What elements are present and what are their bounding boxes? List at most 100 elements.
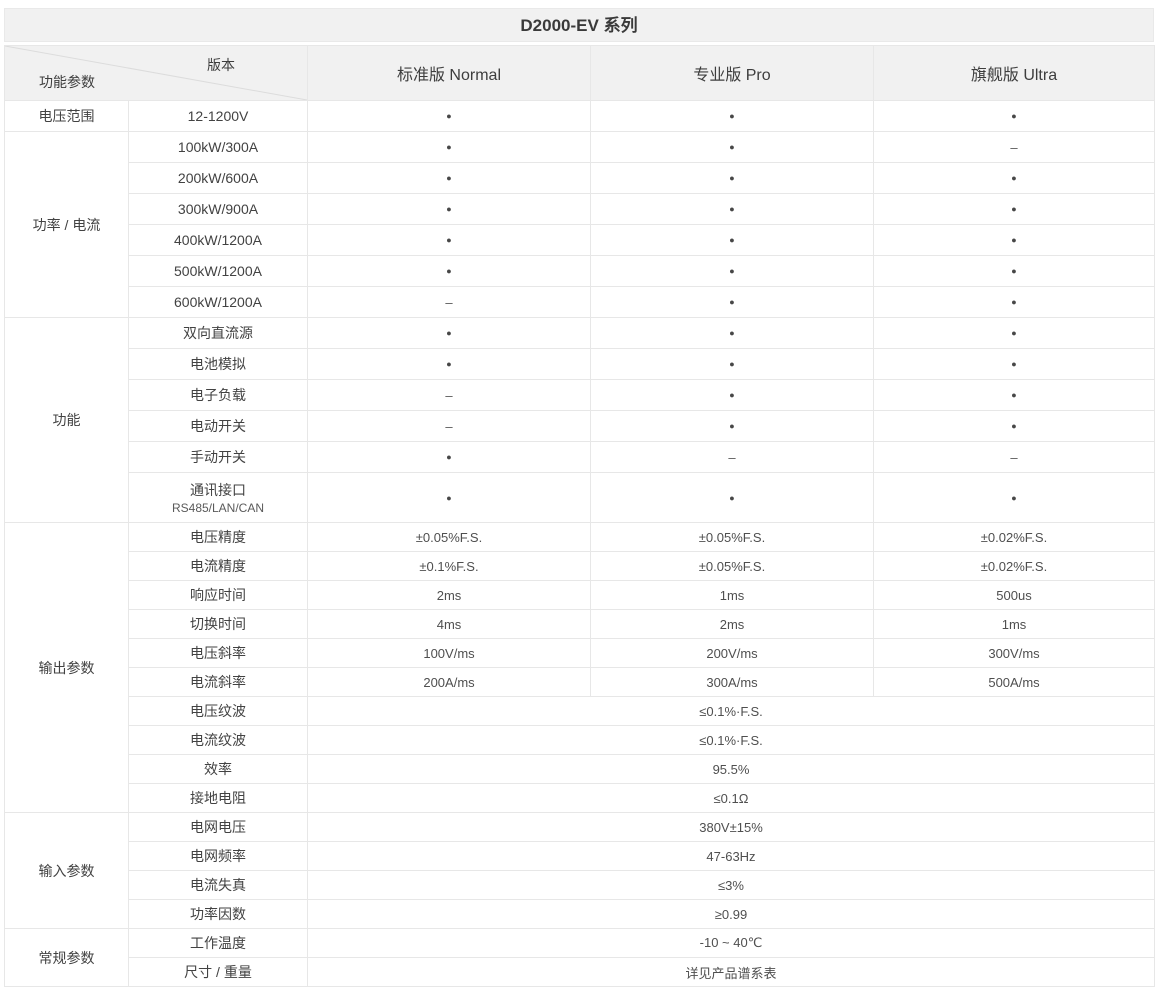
feature-dot-cell: ●: [873, 348, 1155, 380]
table-row: 电流纹波 ≤0.1%·F.S.: [5, 725, 1155, 755]
value-cell: 500us: [873, 580, 1155, 610]
table-row: 通讯接口 RS485/LAN/CAN ● ● ●: [5, 472, 1155, 523]
table-title: D2000-EV 系列: [4, 8, 1154, 42]
table-row: 响应时间 2ms 1ms 500us: [5, 580, 1155, 610]
value-cell: ±0.05%F.S.: [307, 522, 591, 552]
table-header: 版本 功能参数 标准版 Normal 专业版 Pro 旗舰版 Ultra: [4, 45, 1155, 101]
param-label-cell: 600kW/1200A: [128, 286, 308, 318]
table-row: 手动开关 ● – –: [5, 441, 1155, 473]
feature-dot-cell: ●: [307, 255, 591, 287]
feature-dash-cell: –: [873, 441, 1155, 473]
spec-table: 版本 功能参数 标准版 Normal 专业版 Pro 旗舰版 Ultra 电压范…: [4, 45, 1155, 987]
param-label-cell: 电压斜率: [128, 638, 308, 668]
value-cell-spanning: -10 ~ 40℃: [307, 928, 1155, 958]
value-cell: 100V/ms: [307, 638, 591, 668]
value-cell: 200A/ms: [307, 667, 591, 697]
feature-dot-cell: ●: [307, 131, 591, 163]
value-cell: 4ms: [307, 609, 591, 639]
value-cell: ±0.05%F.S.: [590, 551, 874, 581]
group-label-cell: 输出参数: [4, 522, 129, 813]
table-row: 输入参数 电网电压 380V±15%: [4, 812, 1155, 929]
feature-dot-cell: ●: [307, 441, 591, 473]
param-label-cell: 功率因数: [128, 899, 308, 929]
feature-dot-cell: ●: [590, 193, 874, 225]
feature-dot-cell: ●: [873, 224, 1155, 256]
param-label-cell: 200kW/600A: [128, 162, 308, 194]
value-cell-spanning: 95.5%: [307, 754, 1155, 784]
table-row: 电网频率 47-63Hz: [5, 841, 1155, 871]
feature-dot-cell: ●: [307, 472, 591, 523]
feature-dash-cell: –: [307, 286, 591, 318]
value-cell: ±0.02%F.S.: [873, 522, 1155, 552]
table-row: 500kW/1200A ● ● ●: [5, 255, 1155, 287]
feature-dot-cell: ●: [590, 100, 874, 132]
table-row: 功能 双向直流源 ● ● ●: [4, 317, 1155, 523]
table-row: 效率 95.5%: [5, 754, 1155, 784]
feature-dot-cell: ●: [590, 410, 874, 442]
value-cell: 2ms: [307, 580, 591, 610]
feature-dot-cell: ●: [307, 224, 591, 256]
feature-dot-cell: ●: [873, 410, 1155, 442]
feature-dot-cell: ●: [590, 131, 874, 163]
value-cell: 500A/ms: [873, 667, 1155, 697]
feature-dash-cell: –: [307, 410, 591, 442]
feature-dot-cell: ●: [590, 317, 874, 349]
feature-dot-cell: ●: [307, 348, 591, 380]
feature-dot-cell: ●: [590, 472, 874, 523]
value-cell: 1ms: [873, 609, 1155, 639]
table-row: 功率 / 电流 100kW/300A ● ● –: [4, 131, 1155, 318]
table-row: 电流精度 ±0.1%F.S. ±0.05%F.S. ±0.02%F.S.: [5, 551, 1155, 581]
table-row: 电子负载 – ● ●: [5, 379, 1155, 411]
group-label-cell: 输入参数: [4, 812, 129, 929]
feature-dash-cell: –: [590, 441, 874, 473]
param-label-cell: 尺寸 / 重量: [128, 957, 308, 987]
param-label-cell: 100kW/300A: [128, 131, 308, 163]
feature-dot-cell: ●: [873, 100, 1155, 132]
table-row: 电压斜率 100V/ms 200V/ms 300V/ms: [5, 638, 1155, 668]
value-cell-spanning: ≤3%: [307, 870, 1155, 900]
corner-label-parameters: 功能参数: [39, 74, 95, 90]
table-row: 功率因数 ≥0.99: [5, 899, 1155, 929]
diagonal-divider-line: [5, 46, 307, 100]
table-row: 电压纹波 ≤0.1%·F.S.: [5, 696, 1155, 726]
param-label-cell: 电流精度: [128, 551, 308, 581]
feature-dot-cell: ●: [590, 379, 874, 411]
spec-table-container: D2000-EV 系列 版本 功能参数 标准版 Normal 专业版 Pro 旗…: [4, 8, 1155, 987]
column-header-pro: 专业版 Pro: [590, 45, 874, 101]
value-cell-spanning: 380V±15%: [307, 812, 1155, 842]
value-cell-spanning: ≥0.99: [307, 899, 1155, 929]
feature-dot-cell: ●: [307, 317, 591, 349]
column-header-normal: 标准版 Normal: [307, 45, 591, 101]
param-label-cell: 300kW/900A: [128, 193, 308, 225]
table-row: 电流斜率 200A/ms 300A/ms 500A/ms: [5, 667, 1155, 697]
param-label-cell: 400kW/1200A: [128, 224, 308, 256]
table-row: 接地电阻 ≤0.1Ω: [5, 783, 1155, 813]
value-cell: 300A/ms: [590, 667, 874, 697]
group-label-cell: 功率 / 电流: [4, 131, 129, 318]
value-cell: ±0.1%F.S.: [307, 551, 591, 581]
param-label-cell: 电流失真: [128, 870, 308, 900]
table-row: 常规参数 工作温度 -10 ~ 40℃: [4, 928, 1155, 987]
feature-dot-cell: ●: [307, 100, 591, 132]
param-label-cell: 切换时间: [128, 609, 308, 639]
group-label-cell: 电压范围: [4, 100, 129, 132]
feature-dash-cell: –: [873, 131, 1155, 163]
value-cell-spanning: ≤0.1%·F.S.: [307, 725, 1155, 755]
feature-dot-cell: ●: [307, 193, 591, 225]
table-row: 尺寸 / 重量 详见产品谱系表: [5, 957, 1155, 987]
value-cell-spanning: ≤0.1Ω: [307, 783, 1155, 813]
param-label-cell: 效率: [128, 754, 308, 784]
param-label-cell: 电池模拟: [128, 348, 308, 380]
param-label: 通讯接口: [190, 482, 246, 498]
diagonal-corner-cell: 版本 功能参数: [4, 45, 308, 101]
value-cell: 300V/ms: [873, 638, 1155, 668]
table-row: 电压范围 12-1200V ● ● ●: [4, 100, 1155, 132]
feature-dot-cell: ●: [873, 379, 1155, 411]
table-row: 切换时间 4ms 2ms 1ms: [5, 609, 1155, 639]
table-body: 电压范围 12-1200V ● ● ● 功率 / 电流 100kW/300A ● ● –200kW…: [4, 100, 1155, 987]
param-label-cell: 电子负载: [128, 379, 308, 411]
param-label-cell: 电动开关: [128, 410, 308, 442]
param-label-cell: 响应时间: [128, 580, 308, 610]
group-label-cell: 功能: [4, 317, 129, 523]
value-cell: ±0.05%F.S.: [590, 522, 874, 552]
